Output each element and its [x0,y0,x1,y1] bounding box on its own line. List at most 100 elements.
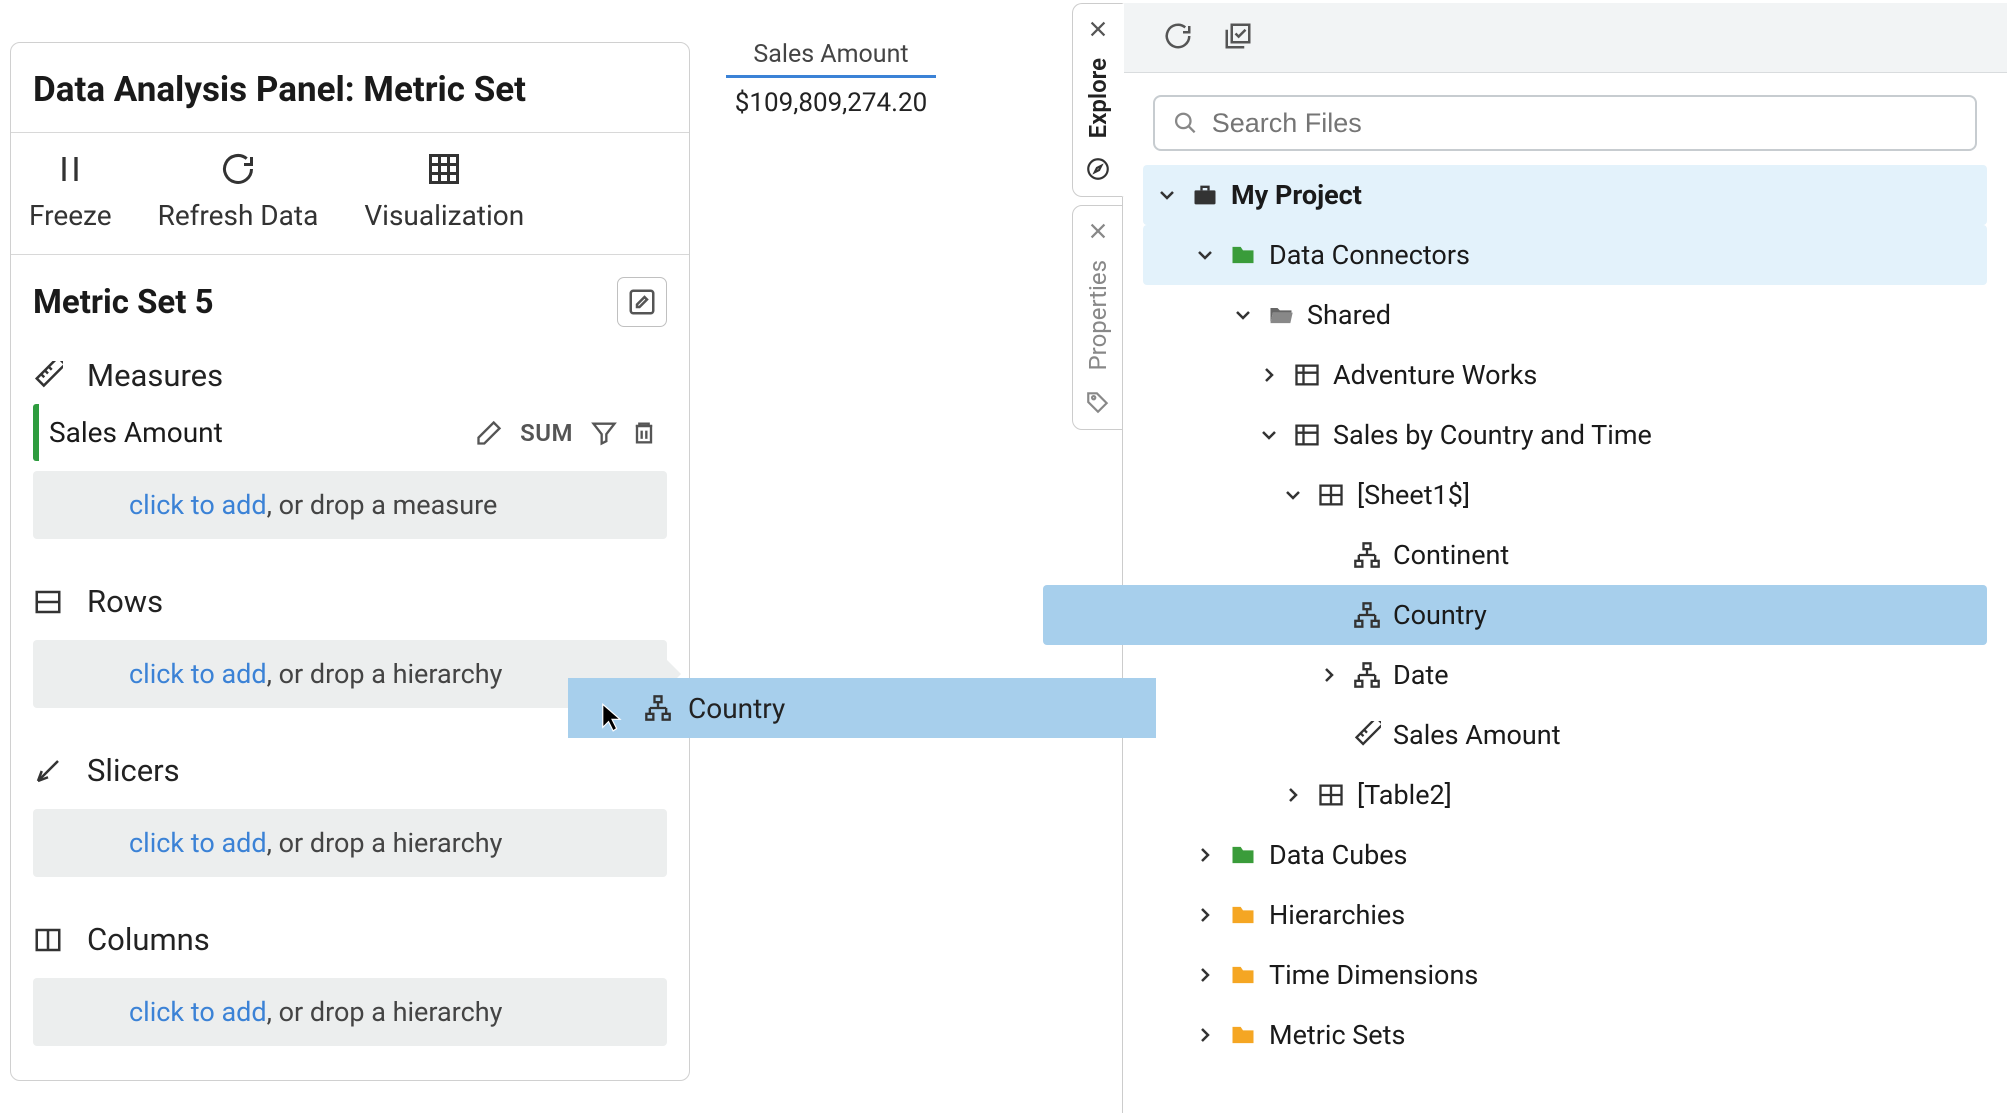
filter-icon [590,419,618,447]
refresh-explore-button[interactable] [1163,21,1193,55]
columns-dropzone[interactable]: click to add, or drop a hierarchy [33,978,667,1046]
checkbox-multiple-icon [1223,21,1253,51]
tree-node-data-connectors[interactable]: Data Connectors [1143,225,1987,285]
rows-icon [33,587,63,617]
tree-node-data-cubes[interactable]: Data Cubes [1143,825,1987,885]
search-icon [1173,110,1198,136]
tree-node-date[interactable]: Date [1143,645,1987,705]
visualization-label: Visualization [364,199,524,232]
tree-node-time-dimensions[interactable]: Time Dimensions [1143,945,1987,1005]
panel-title: Data Analysis Panel: Metric Set [11,43,689,133]
measure-item[interactable]: Sales Amount SUM [33,404,667,461]
folder-open-icon [1267,301,1295,329]
briefcase-icon [1191,181,1219,209]
columns-header: Columns [33,905,667,968]
chevron-down-icon [1231,303,1255,327]
metric-display-divider [726,75,936,78]
search-files-input[interactable] [1212,108,1957,139]
tree-node-sales-by-country[interactable]: Sales by Country and Time [1143,405,1987,465]
tree-node-metric-sets[interactable]: Metric Sets [1143,1005,1987,1065]
delete-measure-button[interactable] [629,418,659,448]
visualization-button[interactable]: Visualization [364,151,524,232]
measures-label: Measures [87,357,223,394]
tree-label: Continent [1393,539,1509,571]
tree-label: [Table2] [1357,779,1452,811]
rows-header: Rows [33,567,667,630]
tree-label: My Project [1231,179,1362,211]
aggregation-label[interactable]: SUM [520,419,573,447]
add-column-link[interactable]: click to add [129,996,267,1028]
add-measure-link[interactable]: click to add [129,489,267,521]
edit-icon [627,287,657,317]
add-row-link[interactable]: click to add [129,658,267,690]
chevron-right-icon [1317,663,1341,687]
pause-icon [52,151,88,187]
add-slicer-link[interactable]: click to add [129,827,267,859]
table-icon [1317,781,1345,809]
hierarchy-icon [1353,661,1381,689]
close-icon[interactable] [1087,220,1109,242]
edit-measure-button[interactable] [474,418,504,448]
datasource-icon [1293,421,1321,449]
tree-node-hierarchies[interactable]: Hierarchies [1143,885,1987,945]
close-icon[interactable] [1087,18,1109,40]
tree-label: Sales by Country and Time [1333,419,1652,451]
freeze-button[interactable]: Freeze [29,151,112,232]
chevron-right-icon [1193,963,1217,987]
folder-icon [1229,1021,1257,1049]
select-all-button[interactable] [1223,21,1253,55]
folder-icon [1229,841,1257,869]
cursor-icon [600,702,624,736]
grid-icon [426,151,462,187]
chevron-down-icon [1193,243,1217,267]
measure-name: Sales Amount [49,416,464,449]
measures-dropzone[interactable]: click to add, or drop a measure [33,471,667,539]
tree-node-adventure-works[interactable]: Adventure Works [1143,345,1987,405]
tree-label: Hierarchies [1269,899,1405,931]
measures-placeholder-rest: , or drop a measure [267,489,498,521]
tree-node-sheet1[interactable]: [Sheet1$] [1143,465,1987,525]
pencil-icon [475,419,503,447]
tree-node-my-project[interactable]: My Project [1143,165,1987,225]
refresh-data-button[interactable]: Refresh Data [158,151,319,232]
tree-node-table2[interactable]: [Table2] [1143,765,1987,825]
measures-header: Measures [33,341,667,404]
refresh-icon [220,151,256,187]
tree-node-continent[interactable]: Continent [1143,525,1987,585]
hierarchy-icon [644,694,672,722]
drag-preview-label: Country [688,692,785,725]
table-icon [1317,481,1345,509]
columns-icon [33,925,63,955]
edit-metric-set-button[interactable] [617,277,667,327]
explore-toolbar [1123,3,2007,73]
tree-label: [Sheet1$] [1357,479,1470,511]
chevron-down-icon [1155,183,1179,207]
columns-section: Columns click to add, or drop a hierarch… [11,897,689,1080]
metric-display-label: Sales Amount [726,40,936,75]
file-tree: My Project Data Connectors Shared Advent… [1123,159,2007,1065]
properties-tab[interactable]: Properties [1072,205,1124,429]
tree-label: Time Dimensions [1269,959,1478,991]
compass-icon [1085,156,1111,182]
tree-node-sales-amount-field[interactable]: Sales Amount [1143,705,1987,765]
drag-preview: Country [568,678,1156,738]
columns-label: Columns [87,921,210,958]
filter-measure-button[interactable] [589,418,619,448]
data-analysis-panel: Data Analysis Panel: Metric Set Freeze R… [10,42,690,1081]
tree-label: Country [1393,599,1487,631]
explore-tab[interactable]: Explore [1072,3,1124,197]
measures-section: Measures Sales Amount SUM click to add, … [11,333,689,559]
search-files-input-wrap[interactable] [1153,95,1977,151]
slicers-dropzone[interactable]: click to add, or drop a hierarchy [33,809,667,877]
folder-icon [1229,961,1257,989]
tree-label: Metric Sets [1269,1019,1405,1051]
tree-node-shared[interactable]: Shared [1143,285,1987,345]
columns-placeholder-rest: , or drop a hierarchy [267,996,503,1028]
metric-value-display: Sales Amount $109,809,274.20 [726,40,936,118]
hierarchy-icon [1353,601,1381,629]
panel-toolbar: Freeze Refresh Data Visualization [11,133,689,255]
tree-node-country[interactable]: Country [1043,585,1987,645]
slicers-header: Slicers [33,736,667,799]
metric-display-value: $109,809,274.20 [726,88,936,118]
side-tabs: Explore Properties [1072,3,1124,438]
